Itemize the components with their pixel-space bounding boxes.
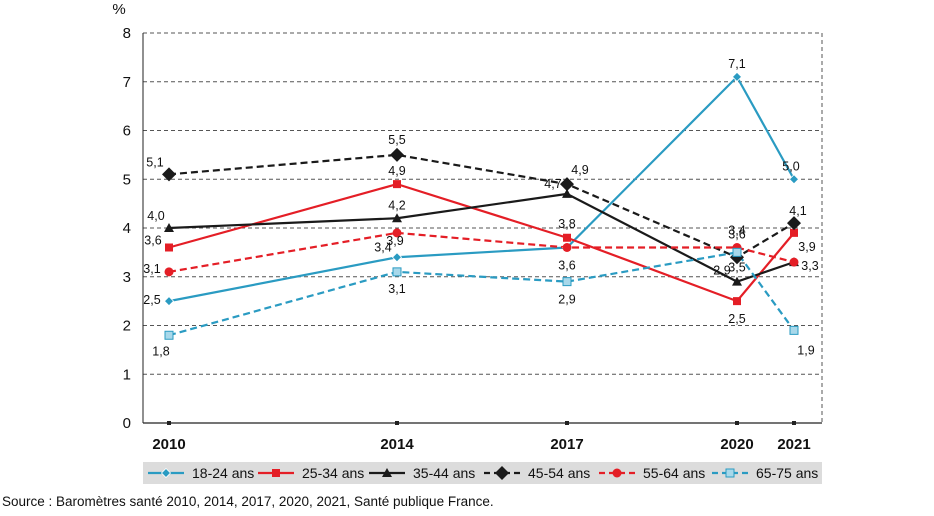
legend: 18-24 ans 25-34 ans 35-44 ans 45-54 ans 55-6…	[143, 462, 822, 484]
legend-marker-5	[612, 468, 622, 478]
source-note: Source : Baromètres santé 2010, 2014, 20…	[2, 494, 494, 509]
data-point-s4-2017	[560, 177, 574, 192]
y-tick-label-2: 2	[123, 318, 131, 335]
data-label-s5-2020: 3,6	[728, 228, 745, 242]
legend-label-4: 45-54 ans	[528, 465, 590, 481]
data-label-s4-2020: 3,4	[728, 223, 745, 237]
data-point-s5-2014	[392, 228, 402, 238]
legend-marker-4	[495, 466, 509, 480]
data-label-s4-2014: 5,5	[388, 133, 405, 147]
data-point-s2-2014	[393, 180, 401, 189]
x-tick-mark-2020	[735, 421, 739, 425]
data-label-s1-2017: 3,6	[558, 259, 575, 273]
data-label-s4-2017: 4,9	[571, 163, 588, 177]
data-point-s1-2020	[731, 71, 743, 82]
data-label-s2-2020: 2,5	[728, 312, 745, 326]
data-label-s3-2021: 3,3	[801, 259, 818, 273]
y-tick-label-6: 6	[123, 123, 131, 140]
data-label-s6-2010: 1,8	[152, 344, 169, 358]
data-point-s6-2020	[732, 247, 742, 257]
series-line-3	[168, 192, 795, 283]
x-tick-mark-2017	[565, 421, 569, 425]
x-tick-label-2017: 2017	[550, 436, 583, 453]
data-label-s3-2010: 4,0	[147, 209, 164, 223]
data-point-s2-2017	[563, 233, 571, 242]
data-point-s6-2010	[164, 330, 174, 340]
data-point-s4-2010	[162, 167, 176, 182]
data-point-s5-2017	[562, 243, 572, 252]
legend-marker-1	[160, 467, 172, 479]
y-tick-label-5: 5	[123, 171, 131, 188]
data-label-s5-2010: 3,1	[143, 262, 160, 276]
data-label-s3-2014: 4,2	[388, 198, 405, 212]
data-point-s3-2017	[562, 188, 572, 198]
legend-background	[143, 462, 822, 484]
legend-label-6: 65-75 ans	[756, 465, 818, 481]
data-point-s2-2020	[733, 297, 741, 306]
data-labels: 2,53,43,67,15,03,64,93,82,53,94,04,24,72…	[143, 57, 818, 358]
x-tick-mark-2021	[792, 421, 796, 425]
data-label-s1-2010: 2,5	[143, 293, 160, 307]
series-layer	[162, 71, 801, 340]
legend-label-5: 55-64 ans	[643, 465, 705, 481]
x-tick-mark-2010	[167, 421, 171, 425]
x-tick-label-2010: 2010	[152, 436, 185, 453]
data-point-s2-2010	[165, 243, 173, 252]
y-tick-label-3: 3	[123, 269, 131, 286]
data-label-s6-2014: 3,1	[388, 282, 405, 296]
x-tick-mark-2014	[395, 421, 399, 425]
data-point-s1-2021	[788, 174, 800, 185]
series-line-6	[168, 251, 795, 337]
grid-lines	[143, 32, 823, 423]
legend-label-1: 18-24 ans	[192, 465, 254, 481]
y-tick-label-8: 8	[123, 25, 131, 42]
data-label-s1-2014: 3,4	[374, 240, 391, 254]
data-point-s3-2014	[392, 213, 402, 223]
data-label-s2-2014: 4,9	[388, 164, 405, 178]
data-point-s3-2020	[732, 276, 742, 286]
data-label-s4-2010: 5,1	[146, 155, 163, 169]
legend-marker-3	[382, 468, 392, 477]
data-label-s3-2020: 2,9	[713, 264, 730, 278]
data-point-s3-2010	[164, 223, 174, 232]
data-label-s1-2021: 5,0	[782, 159, 799, 173]
data-label-s6-2020: 3,5	[728, 260, 745, 274]
x-tick-label-2020: 2020	[720, 436, 753, 453]
x-tick-label-2021: 2021	[777, 436, 810, 453]
data-label-s2-2021: 3,9	[798, 240, 815, 254]
data-label-s3-2017: 4,7	[544, 177, 561, 191]
data-point-s2-2021	[790, 228, 798, 237]
data-label-s2-2010: 3,6	[144, 234, 161, 248]
legend-label-3: 35-44 ans	[413, 465, 475, 481]
y-tick-label-7: 7	[123, 74, 131, 91]
data-point-s5-2021	[789, 257, 799, 267]
axes: 0 1 2 3 4 5 6 7 8% 2010 2014 2017 2020 2021	[112, 1, 822, 453]
y-tick-label-1: 1	[123, 366, 131, 383]
data-point-s1-2014	[391, 252, 403, 263]
data-point-s4-2014	[390, 147, 404, 162]
data-point-s4-2021	[787, 216, 801, 231]
x-tick-label-2014: 2014	[380, 436, 414, 453]
data-label-s1-2020: 7,1	[728, 57, 745, 71]
data-point-s6-2014	[392, 267, 402, 277]
data-point-s6-2021	[789, 325, 799, 335]
y-axis-unit-label: %	[112, 1, 125, 18]
data-label-s5-2014: 3,9	[386, 234, 403, 248]
data-label-s6-2021: 1,9	[797, 343, 814, 357]
data-label-s6-2017: 2,9	[558, 293, 575, 307]
data-label-s4-2021: 4,1	[789, 204, 806, 218]
y-tick-label-0: 0	[123, 415, 131, 432]
legend-label-2: 25-34 ans	[302, 465, 364, 481]
y-tick-label-4: 4	[123, 220, 131, 237]
legend-marker-2	[272, 469, 280, 477]
data-label-s2-2017: 3,8	[558, 217, 575, 231]
legend-marker-6	[725, 468, 735, 478]
data-point-s5-2010	[164, 267, 174, 277]
series-line-1	[168, 75, 795, 303]
data-point-s6-2017	[562, 277, 572, 287]
data-point-s1-2010	[163, 296, 175, 307]
